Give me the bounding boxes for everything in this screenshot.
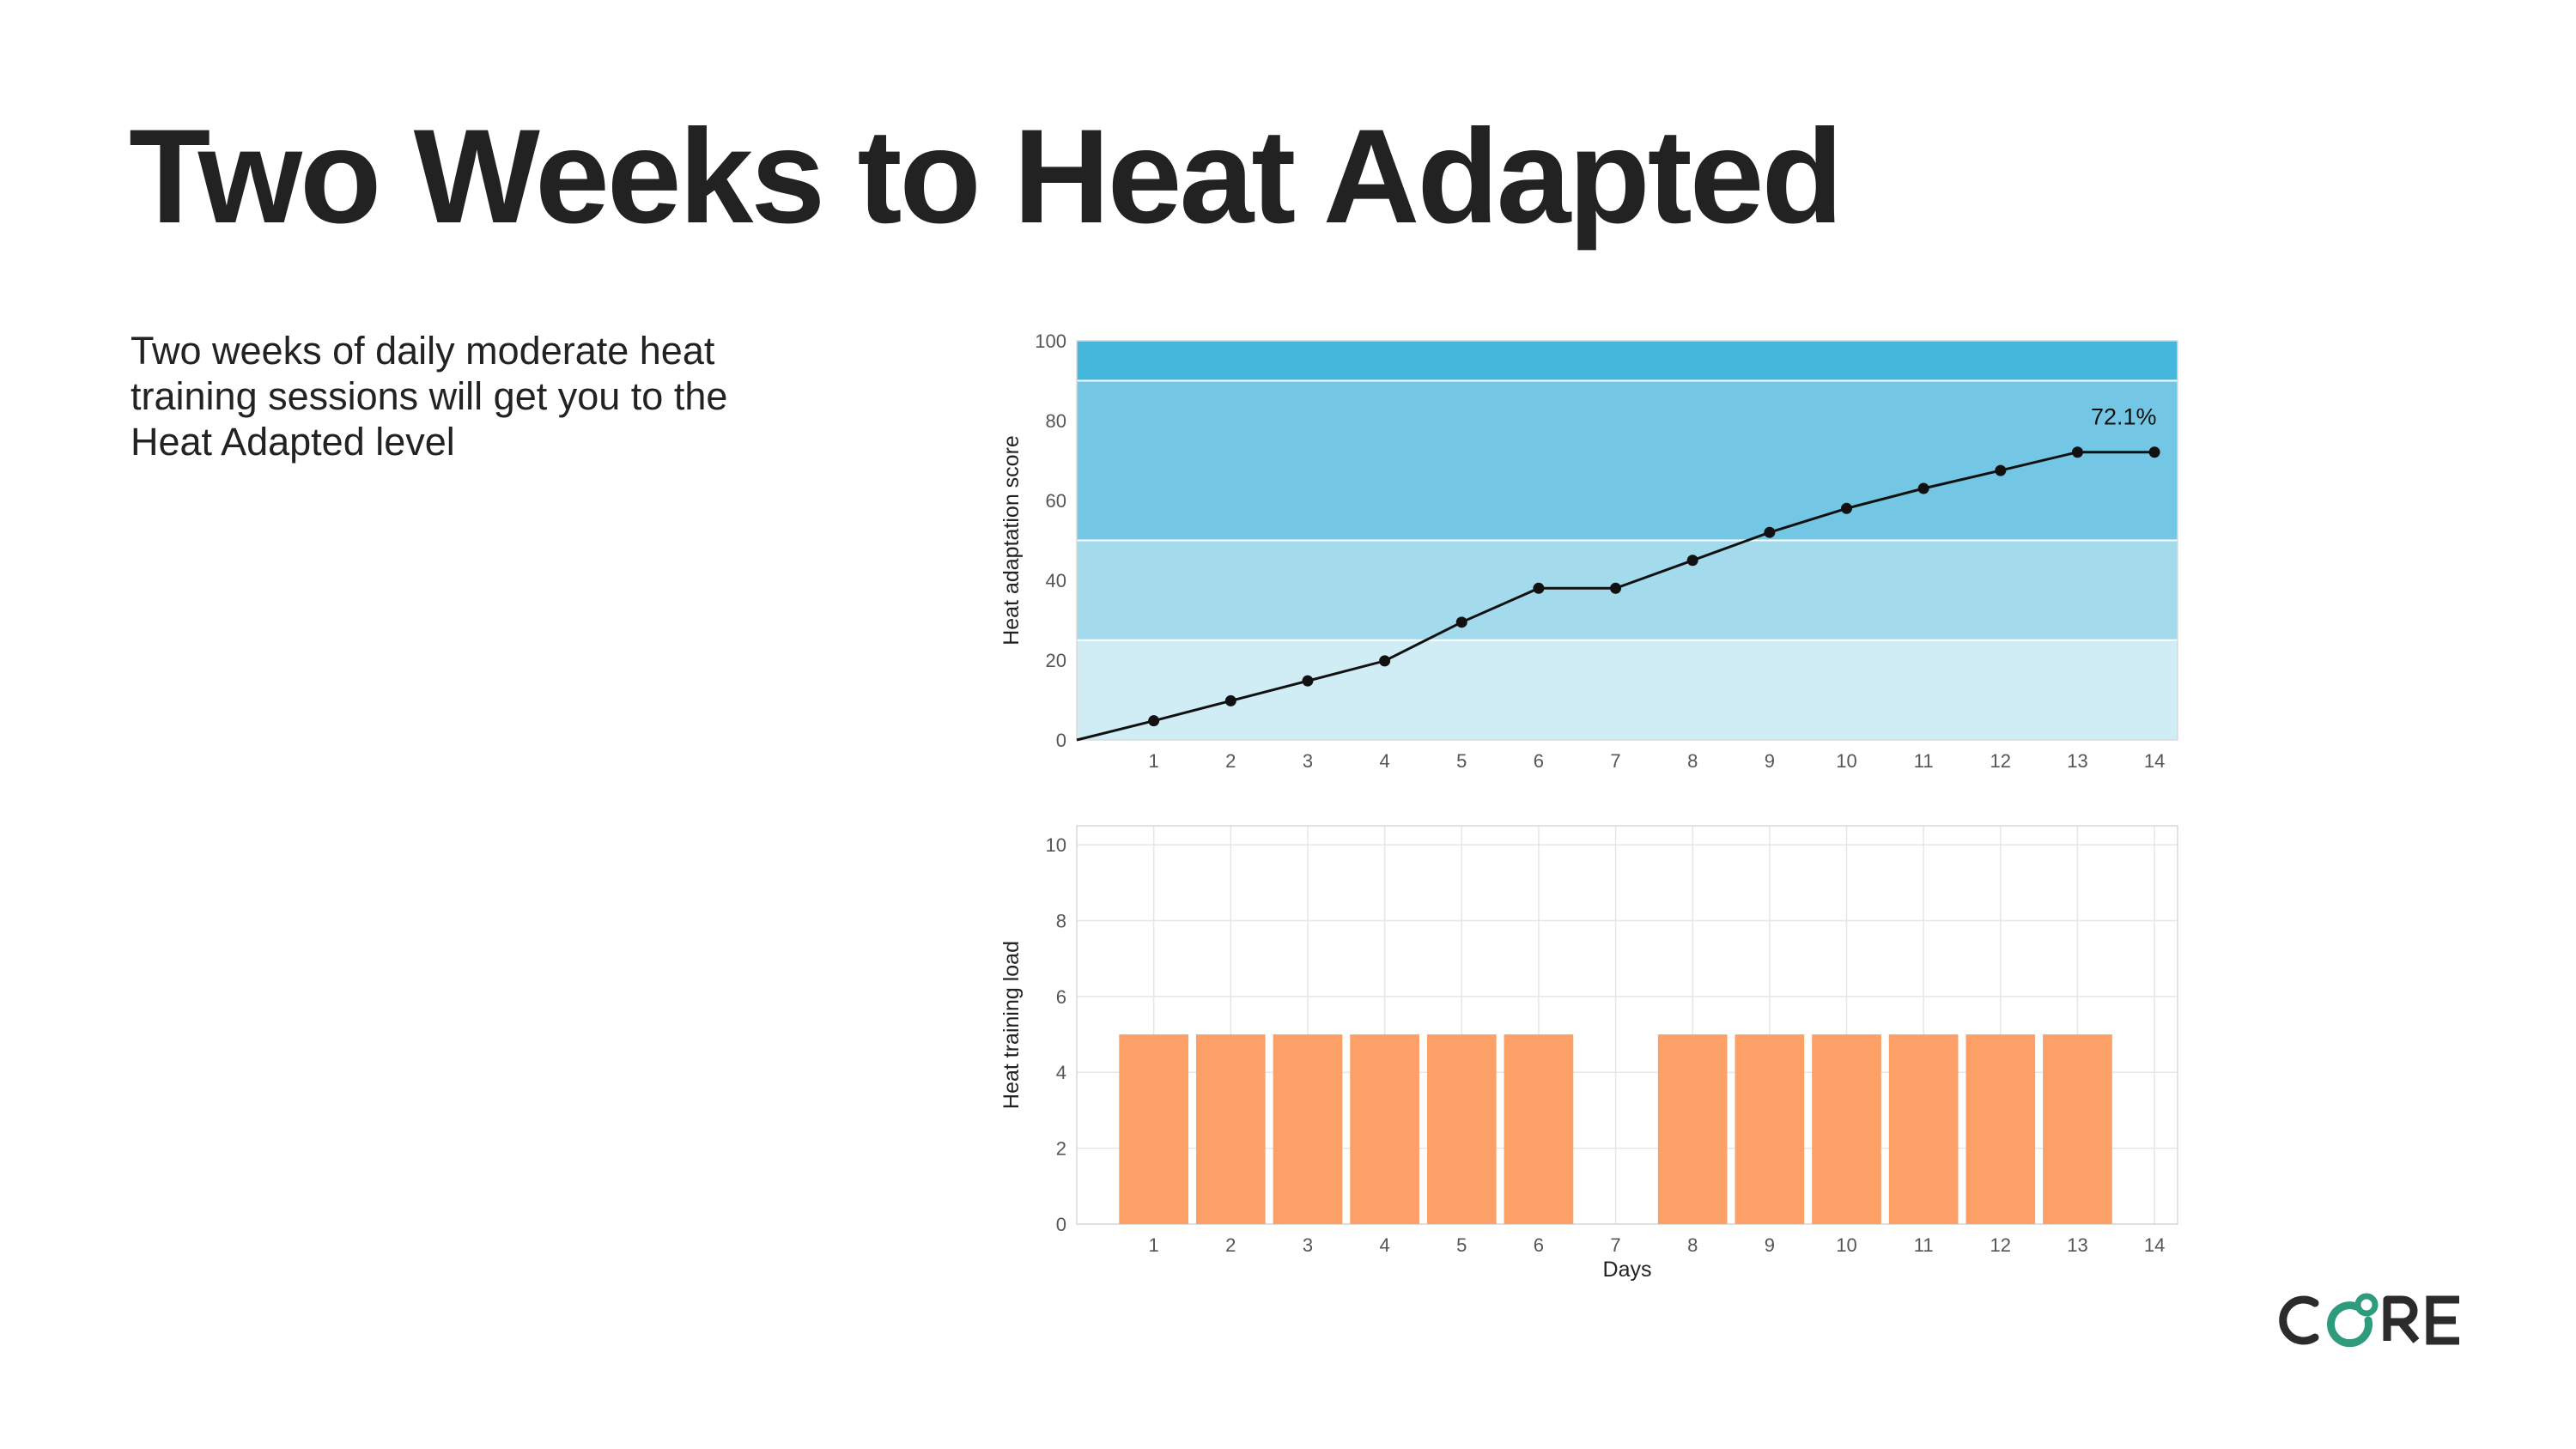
load-plot-frame	[1076, 825, 2178, 1225]
score-x-tick: 7	[1610, 750, 1620, 772]
load-x-tick: 8	[1687, 1234, 1698, 1256]
score-x-tick: 9	[1765, 750, 1775, 772]
load-x-axis-label: Days	[1603, 1258, 1652, 1282]
score-band-3	[1077, 341, 2178, 381]
score-x-tick: 4	[1379, 750, 1389, 772]
score-point	[1455, 616, 1467, 628]
load-bar	[1273, 1034, 1343, 1224]
score-y-tick: 100	[1035, 330, 1066, 352]
load-bar	[1812, 1034, 1881, 1224]
load-x-tick: 2	[1225, 1234, 1236, 1256]
load-y-tick: 4	[1056, 1062, 1066, 1083]
score-x-tick: 12	[1990, 750, 2011, 772]
score-x-tick: 13	[2067, 750, 2087, 772]
score-y-tick: 0	[1056, 730, 1066, 751]
score-x-tick: 10	[1836, 750, 1856, 772]
score-x-tick: 14	[2144, 750, 2165, 772]
score-point	[1533, 582, 1545, 594]
load-bar	[1504, 1034, 1574, 1224]
load-bar	[1735, 1034, 1805, 1224]
score-y-tick: 60	[1046, 490, 1066, 512]
score-x-tick: 2	[1225, 750, 1236, 772]
score-x-tick: 1	[1149, 750, 1159, 772]
score-y-axis-label: Heat adaptation score	[999, 435, 1024, 646]
score-band-1	[1077, 540, 2178, 640]
load-x-tick: 12	[1990, 1234, 2011, 1256]
score-x-tick: 8	[1687, 750, 1698, 772]
load-bar	[2043, 1034, 2112, 1224]
logo-o-shape	[2327, 1301, 2372, 1348]
score-point	[2071, 446, 2083, 458]
load-bar	[1119, 1034, 1188, 1224]
load-x-tick: 3	[1303, 1234, 1313, 1256]
load-x-tick: 4	[1379, 1234, 1389, 1256]
load-y-tick: 0	[1056, 1214, 1066, 1235]
score-point	[1917, 482, 1929, 494]
load-x-tick: 10	[1836, 1234, 1856, 1256]
score-y-tick: 20	[1046, 650, 1066, 671]
load-y-axis-label: Heat training load	[999, 941, 1024, 1109]
load-bar	[1965, 1034, 2036, 1224]
load-bar	[1350, 1034, 1419, 1224]
logo-r-shape	[2383, 1295, 2420, 1343]
score-point	[1379, 655, 1391, 667]
score-band-0	[1077, 640, 2178, 740]
score-point	[1610, 582, 1622, 594]
score-annotation: 72.1%	[2091, 404, 2157, 430]
score-point	[1148, 715, 1160, 727]
score-point	[1841, 502, 1853, 514]
logo-e-shape	[2426, 1295, 2459, 1345]
core-logo	[2274, 1286, 2471, 1359]
score-y-tick: 40	[1046, 570, 1066, 591]
score-point	[1764, 526, 1776, 538]
load-x-tick: 9	[1765, 1234, 1775, 1256]
load-x-tick: 1	[1149, 1234, 1159, 1256]
score-y-tick: 80	[1046, 410, 1066, 432]
load-y-tick: 2	[1056, 1138, 1066, 1160]
load-x-tick: 11	[1914, 1234, 1934, 1256]
score-x-tick: 6	[1534, 750, 1544, 772]
score-point	[1686, 555, 1698, 567]
load-x-tick: 7	[1610, 1234, 1620, 1256]
load-y-tick: 8	[1056, 910, 1066, 931]
logo-c-shape	[2279, 1295, 2319, 1345]
load-y-tick: 10	[1046, 834, 1066, 856]
score-point	[1224, 694, 1236, 706]
load-x-tick: 13	[2067, 1234, 2087, 1256]
page-description: Two weeks of daily moderate heat trainin…	[131, 329, 728, 464]
load-bar	[1657, 1034, 1728, 1224]
score-x-tick: 5	[1456, 750, 1467, 772]
load-bar	[1195, 1034, 1266, 1224]
score-x-tick: 11	[1914, 750, 1934, 772]
score-x-tick: 3	[1303, 750, 1313, 772]
load-x-tick: 14	[2144, 1234, 2165, 1256]
load-x-tick: 6	[1534, 1234, 1544, 1256]
load-x-tick: 5	[1456, 1234, 1467, 1256]
score-point	[2148, 446, 2160, 458]
logo-o-dot	[2354, 1293, 2379, 1317]
score-plot-frame	[1076, 340, 2178, 741]
load-bar	[1888, 1034, 1959, 1224]
score-point	[1995, 464, 2007, 476]
score-band-2	[1077, 380, 2178, 541]
load-bar	[1426, 1034, 1497, 1224]
load-y-tick: 6	[1056, 986, 1066, 1008]
score-point	[1302, 675, 1314, 687]
page-title: Two Weeks to Heat Adapted	[129, 102, 1844, 252]
